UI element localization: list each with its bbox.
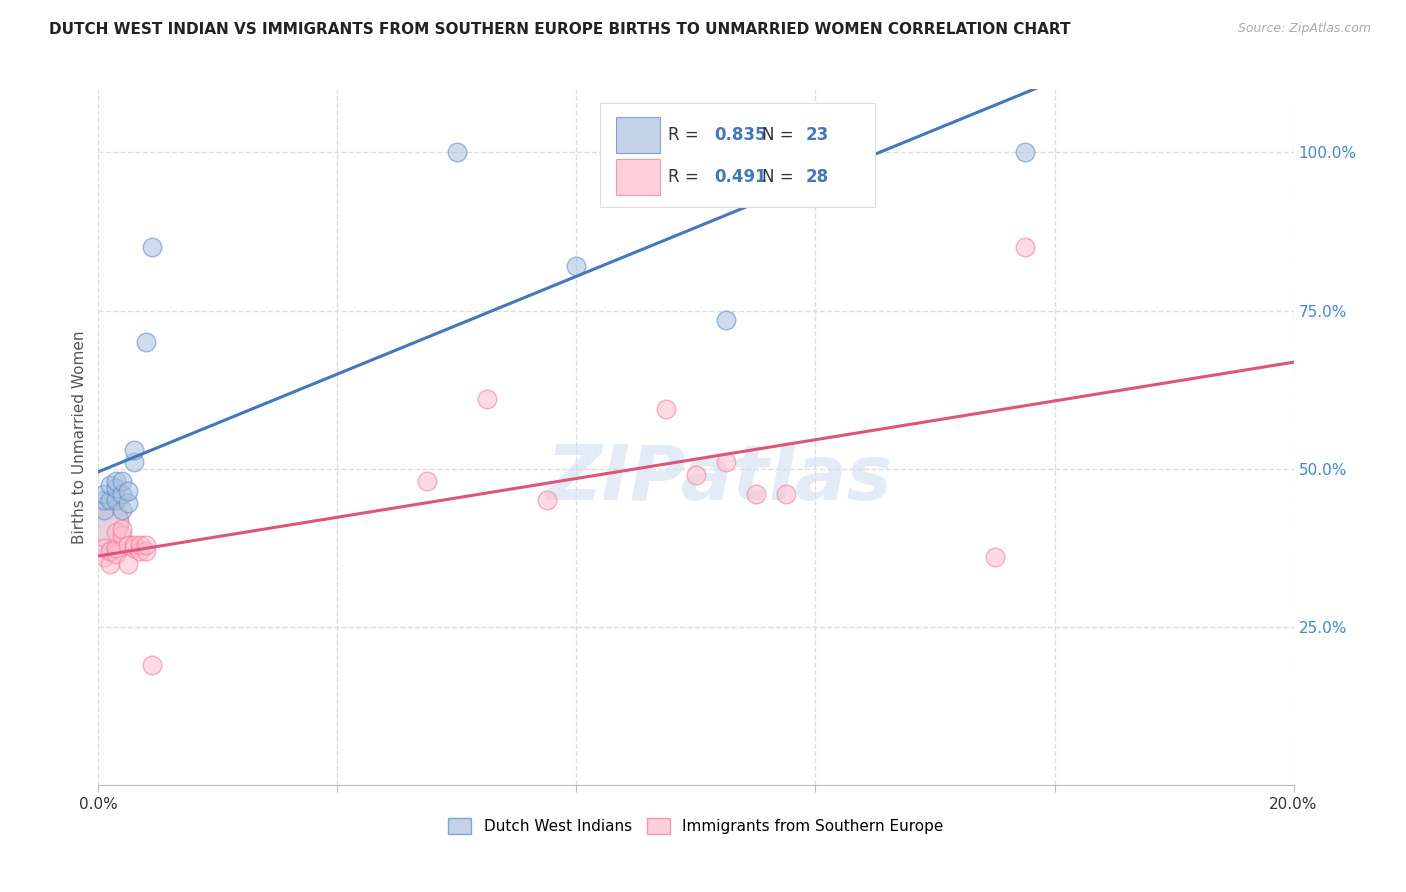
Point xyxy=(685,468,707,483)
Text: ZIPatlas: ZIPatlas xyxy=(547,442,893,516)
Point xyxy=(124,541,146,555)
Point xyxy=(1014,240,1036,254)
Point xyxy=(135,538,157,552)
FancyBboxPatch shape xyxy=(616,117,661,153)
Text: N =: N = xyxy=(762,126,799,145)
Point xyxy=(124,455,146,469)
Point xyxy=(98,557,122,571)
Point xyxy=(111,528,134,542)
Point xyxy=(446,145,468,160)
Point xyxy=(105,524,128,539)
Point xyxy=(804,145,827,160)
Text: N =: N = xyxy=(762,168,799,186)
Text: Source: ZipAtlas.com: Source: ZipAtlas.com xyxy=(1237,22,1371,36)
Text: R =: R = xyxy=(668,168,704,186)
Point xyxy=(93,503,115,517)
Point xyxy=(984,550,1007,565)
Point xyxy=(565,260,588,274)
Point xyxy=(105,493,128,508)
Point xyxy=(124,442,146,457)
Point xyxy=(416,475,439,489)
Point xyxy=(536,493,558,508)
Point xyxy=(117,557,139,571)
Point xyxy=(141,657,163,672)
Point xyxy=(93,487,115,501)
Point xyxy=(111,522,134,536)
Point xyxy=(93,516,115,530)
Text: DUTCH WEST INDIAN VS IMMIGRANTS FROM SOUTHERN EUROPE BIRTHS TO UNMARRIED WOMEN C: DUTCH WEST INDIAN VS IMMIGRANTS FROM SOU… xyxy=(49,22,1071,37)
Point xyxy=(135,335,157,350)
Point xyxy=(775,145,797,160)
Point xyxy=(98,544,122,558)
Point xyxy=(129,544,152,558)
Point xyxy=(105,475,128,489)
Point xyxy=(105,541,128,555)
Point xyxy=(745,487,768,501)
Point xyxy=(135,544,157,558)
Point xyxy=(111,475,134,489)
Point xyxy=(714,455,737,469)
Point xyxy=(124,538,146,552)
Text: 0.835: 0.835 xyxy=(714,126,766,145)
Point xyxy=(111,487,134,501)
Point xyxy=(117,483,139,498)
Point xyxy=(475,392,498,406)
Point xyxy=(117,538,139,552)
Text: 23: 23 xyxy=(806,126,830,145)
Point xyxy=(93,516,115,530)
Point xyxy=(98,493,122,508)
Point xyxy=(714,313,737,327)
Y-axis label: Births to Unmarried Women: Births to Unmarried Women xyxy=(72,330,87,544)
Point xyxy=(655,401,678,416)
Text: R =: R = xyxy=(668,126,704,145)
FancyBboxPatch shape xyxy=(616,159,661,195)
Point xyxy=(775,487,797,501)
Point xyxy=(105,547,128,561)
Point xyxy=(129,538,152,552)
Point xyxy=(117,496,139,510)
Point xyxy=(105,481,128,495)
Point xyxy=(98,477,122,491)
Point xyxy=(93,550,115,565)
Text: 28: 28 xyxy=(806,168,830,186)
Point xyxy=(1014,145,1036,160)
Point xyxy=(111,503,134,517)
Legend: Dutch West Indians, Immigrants from Southern Europe: Dutch West Indians, Immigrants from Sout… xyxy=(443,812,949,840)
Point xyxy=(93,493,115,508)
Text: 0.491: 0.491 xyxy=(714,168,766,186)
Point xyxy=(141,240,163,254)
FancyBboxPatch shape xyxy=(600,103,876,208)
Point xyxy=(93,541,115,555)
